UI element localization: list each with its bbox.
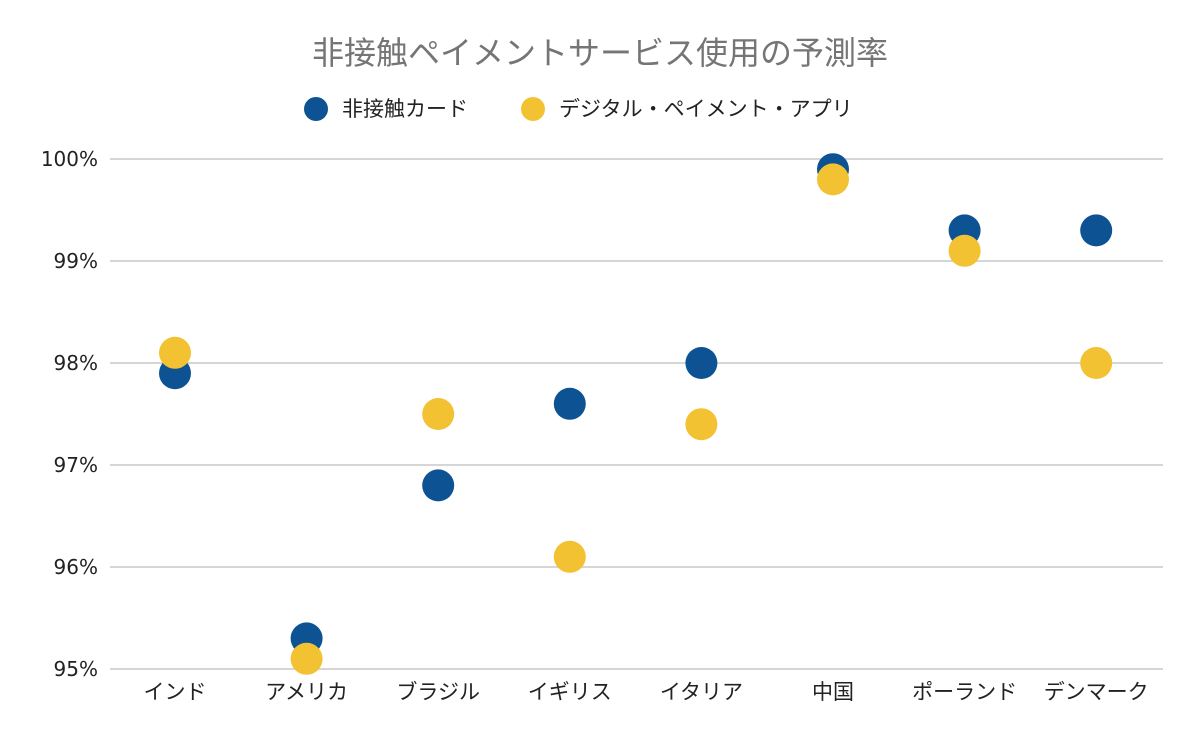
data-point-contactless-card — [422, 469, 455, 502]
chart-title: 非接触ペイメントサービス使用の予測率 — [312, 34, 888, 72]
data-point-digital-payment-app — [159, 336, 191, 369]
data-point-digital-payment-app — [1080, 347, 1113, 379]
y-tick-label: 99% — [54, 249, 98, 273]
legend-marker-digital-payment-app — [521, 97, 545, 121]
data-points — [159, 153, 1113, 675]
x-category-label: デンマーク — [1044, 680, 1149, 704]
legend-marker-contactless-card — [304, 97, 328, 121]
legend-label-digital-payment-app: デジタル・ペイメント・アプリ — [559, 97, 853, 121]
y-axis-tick-labels: 95% 96% 97% 98% 99% 100% — [41, 147, 98, 681]
y-tick-label: 100% — [41, 147, 98, 171]
data-point-digital-payment-app — [553, 540, 586, 573]
y-tick-label: 98% — [54, 351, 98, 375]
data-point-digital-payment-app — [422, 398, 455, 430]
x-category-label: インド — [144, 680, 207, 704]
x-axis-category-labels: インド アメリカ ブラジル イギリス イタリア 中国 ポーランド デンマーク — [144, 680, 1149, 704]
x-category-label: 中国 — [812, 680, 854, 704]
data-point-contactless-card — [1080, 214, 1113, 247]
legend: 非接触カード デジタル・ペイメント・アプリ — [304, 97, 853, 121]
y-tick-label: 96% — [54, 555, 98, 579]
grid-lines — [110, 158, 1163, 670]
x-category-label: アメリカ — [265, 680, 348, 704]
x-category-label: ブラジル — [396, 680, 480, 704]
y-tick-label: 95% — [54, 657, 98, 681]
y-tick-label: 97% — [54, 453, 98, 477]
x-category-label: イギリス — [528, 680, 612, 704]
data-point-digital-payment-app — [290, 642, 323, 675]
data-point-digital-payment-app — [685, 408, 718, 441]
data-point-digital-payment-app — [817, 163, 849, 196]
data-point-contactless-card — [685, 347, 718, 379]
data-point-digital-payment-app — [948, 234, 981, 267]
x-category-label: イタリア — [660, 680, 743, 704]
data-point-contactless-card — [553, 387, 586, 420]
legend-label-contactless-card: 非接触カード — [342, 97, 468, 121]
x-category-label: ポーランド — [912, 680, 1017, 704]
